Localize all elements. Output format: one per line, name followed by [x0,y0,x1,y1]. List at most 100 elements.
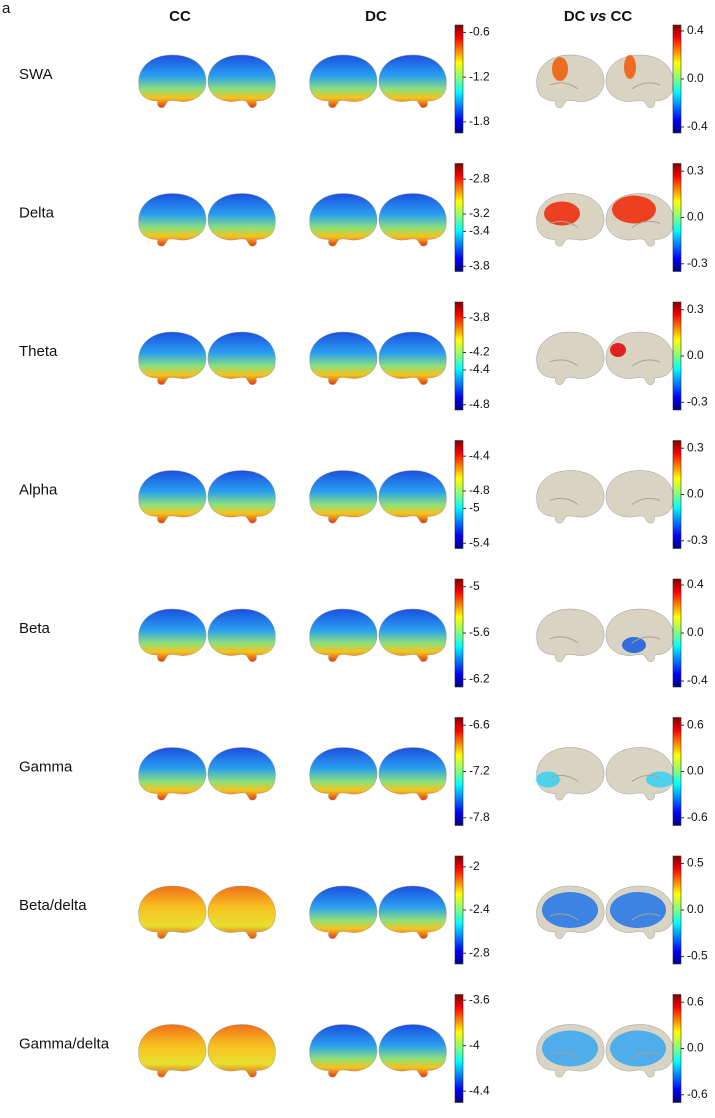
brain [378,54,447,109]
colorbar-tick-label: -4.8 [469,483,490,497]
brain-surface [378,1024,447,1078]
colorbar-tick-label: -5.4 [469,535,490,549]
sulcus [549,913,579,921]
effect-cluster [624,55,636,79]
brain [138,608,207,663]
brain-surface [378,747,447,801]
colorbar-tick-label: -7.8 [469,810,490,824]
brain-surface [207,470,276,524]
sulcus [631,220,661,228]
colorbar-tick-label: 0.3 [687,440,704,454]
sulcus [549,82,579,90]
brain [605,747,674,801]
brain-surface [536,331,605,386]
brain [536,885,605,940]
colorbar [454,440,464,549]
sulcus [631,82,661,90]
brain [138,54,207,109]
colorbar-tick-label: -5 [469,579,480,593]
effect-cluster [542,1030,598,1067]
colorbar-tick-label: -2 [469,859,480,873]
brain [207,331,276,386]
brain-surface [605,331,674,386]
brain [309,470,378,524]
colorbar-tick-label: 0.0 [687,625,704,639]
brain [536,747,605,801]
sulcus [549,774,579,782]
effect-cluster [552,57,568,81]
colorbar-tick-label: -2.8 [469,171,490,185]
brain-surface [378,331,447,386]
column-header: DC vs CC [564,8,633,25]
colorbar-tick-label: 0.3 [687,163,704,177]
brain-surface [138,331,207,386]
sulcus [631,913,661,921]
brain-surface [207,885,276,940]
brain [378,193,447,247]
panel-label: a [2,0,11,17]
brain [605,331,674,386]
colorbar-tick-label: 0.0 [687,348,704,362]
row-label: Alpha [19,481,58,498]
brain [138,1024,207,1078]
colorbar-tick-label: -6.6 [469,717,490,731]
header-part: vs [590,8,607,25]
colorbar-tick-label: 0.4 [687,577,704,591]
effect-cluster [612,195,656,224]
brain-surface [378,54,447,109]
brain [309,885,378,940]
sulcus [549,1051,579,1059]
colorbar-tick-label: -4.4 [469,448,490,462]
sulcus [631,636,661,644]
sulcus [549,636,579,644]
brain-surface [309,193,378,247]
brain [207,608,276,663]
brain [378,885,447,940]
brain [207,1024,276,1078]
brain-surface [138,1024,207,1078]
brain [536,193,605,247]
colorbar-tick-label: -7.2 [469,764,490,778]
colorbar [454,301,464,411]
brain-surface [536,608,605,663]
brain [536,331,605,386]
colorbar-tick-label: -3.6 [469,992,490,1006]
colorbar-tick-label: 0.0 [687,1041,704,1055]
brain [536,470,605,524]
colorbar-tick-label: -0.6 [469,25,490,39]
colorbar [672,578,682,688]
effect-cluster [610,343,626,357]
brain-surface [207,54,276,109]
brain-surface [309,747,378,801]
brain-surface [309,331,378,386]
colorbar-tick-label: 0.4 [687,23,704,37]
colorbar-tick-label: 0.6 [687,994,704,1008]
colorbar [672,440,682,549]
colorbar-tick-label: -2.8 [469,945,490,959]
colorbar-tick-label: 0.5 [687,856,704,870]
sulcus [631,359,661,367]
brain-surface [309,54,378,109]
brain [536,1024,605,1078]
colorbar [454,24,464,134]
brain [309,608,378,663]
colorbar-tick-label: -6.2 [469,671,490,685]
brain [309,747,378,801]
brain [138,470,207,524]
brain [378,1024,447,1078]
colorbar [454,578,464,688]
column-header: DC [365,8,387,25]
colorbar-tick-label: -4.2 [469,345,490,359]
brain-surface [207,747,276,801]
brain-surface [207,1024,276,1078]
brain-surface [605,470,674,524]
brain-surface [378,193,447,247]
brain-surface [309,608,378,663]
row-label: Delta [19,204,55,221]
sulcus [631,1051,661,1059]
row-label: Beta/delta [19,897,87,914]
brain [605,1024,674,1078]
brain [605,608,674,663]
brain-surface [138,885,207,940]
